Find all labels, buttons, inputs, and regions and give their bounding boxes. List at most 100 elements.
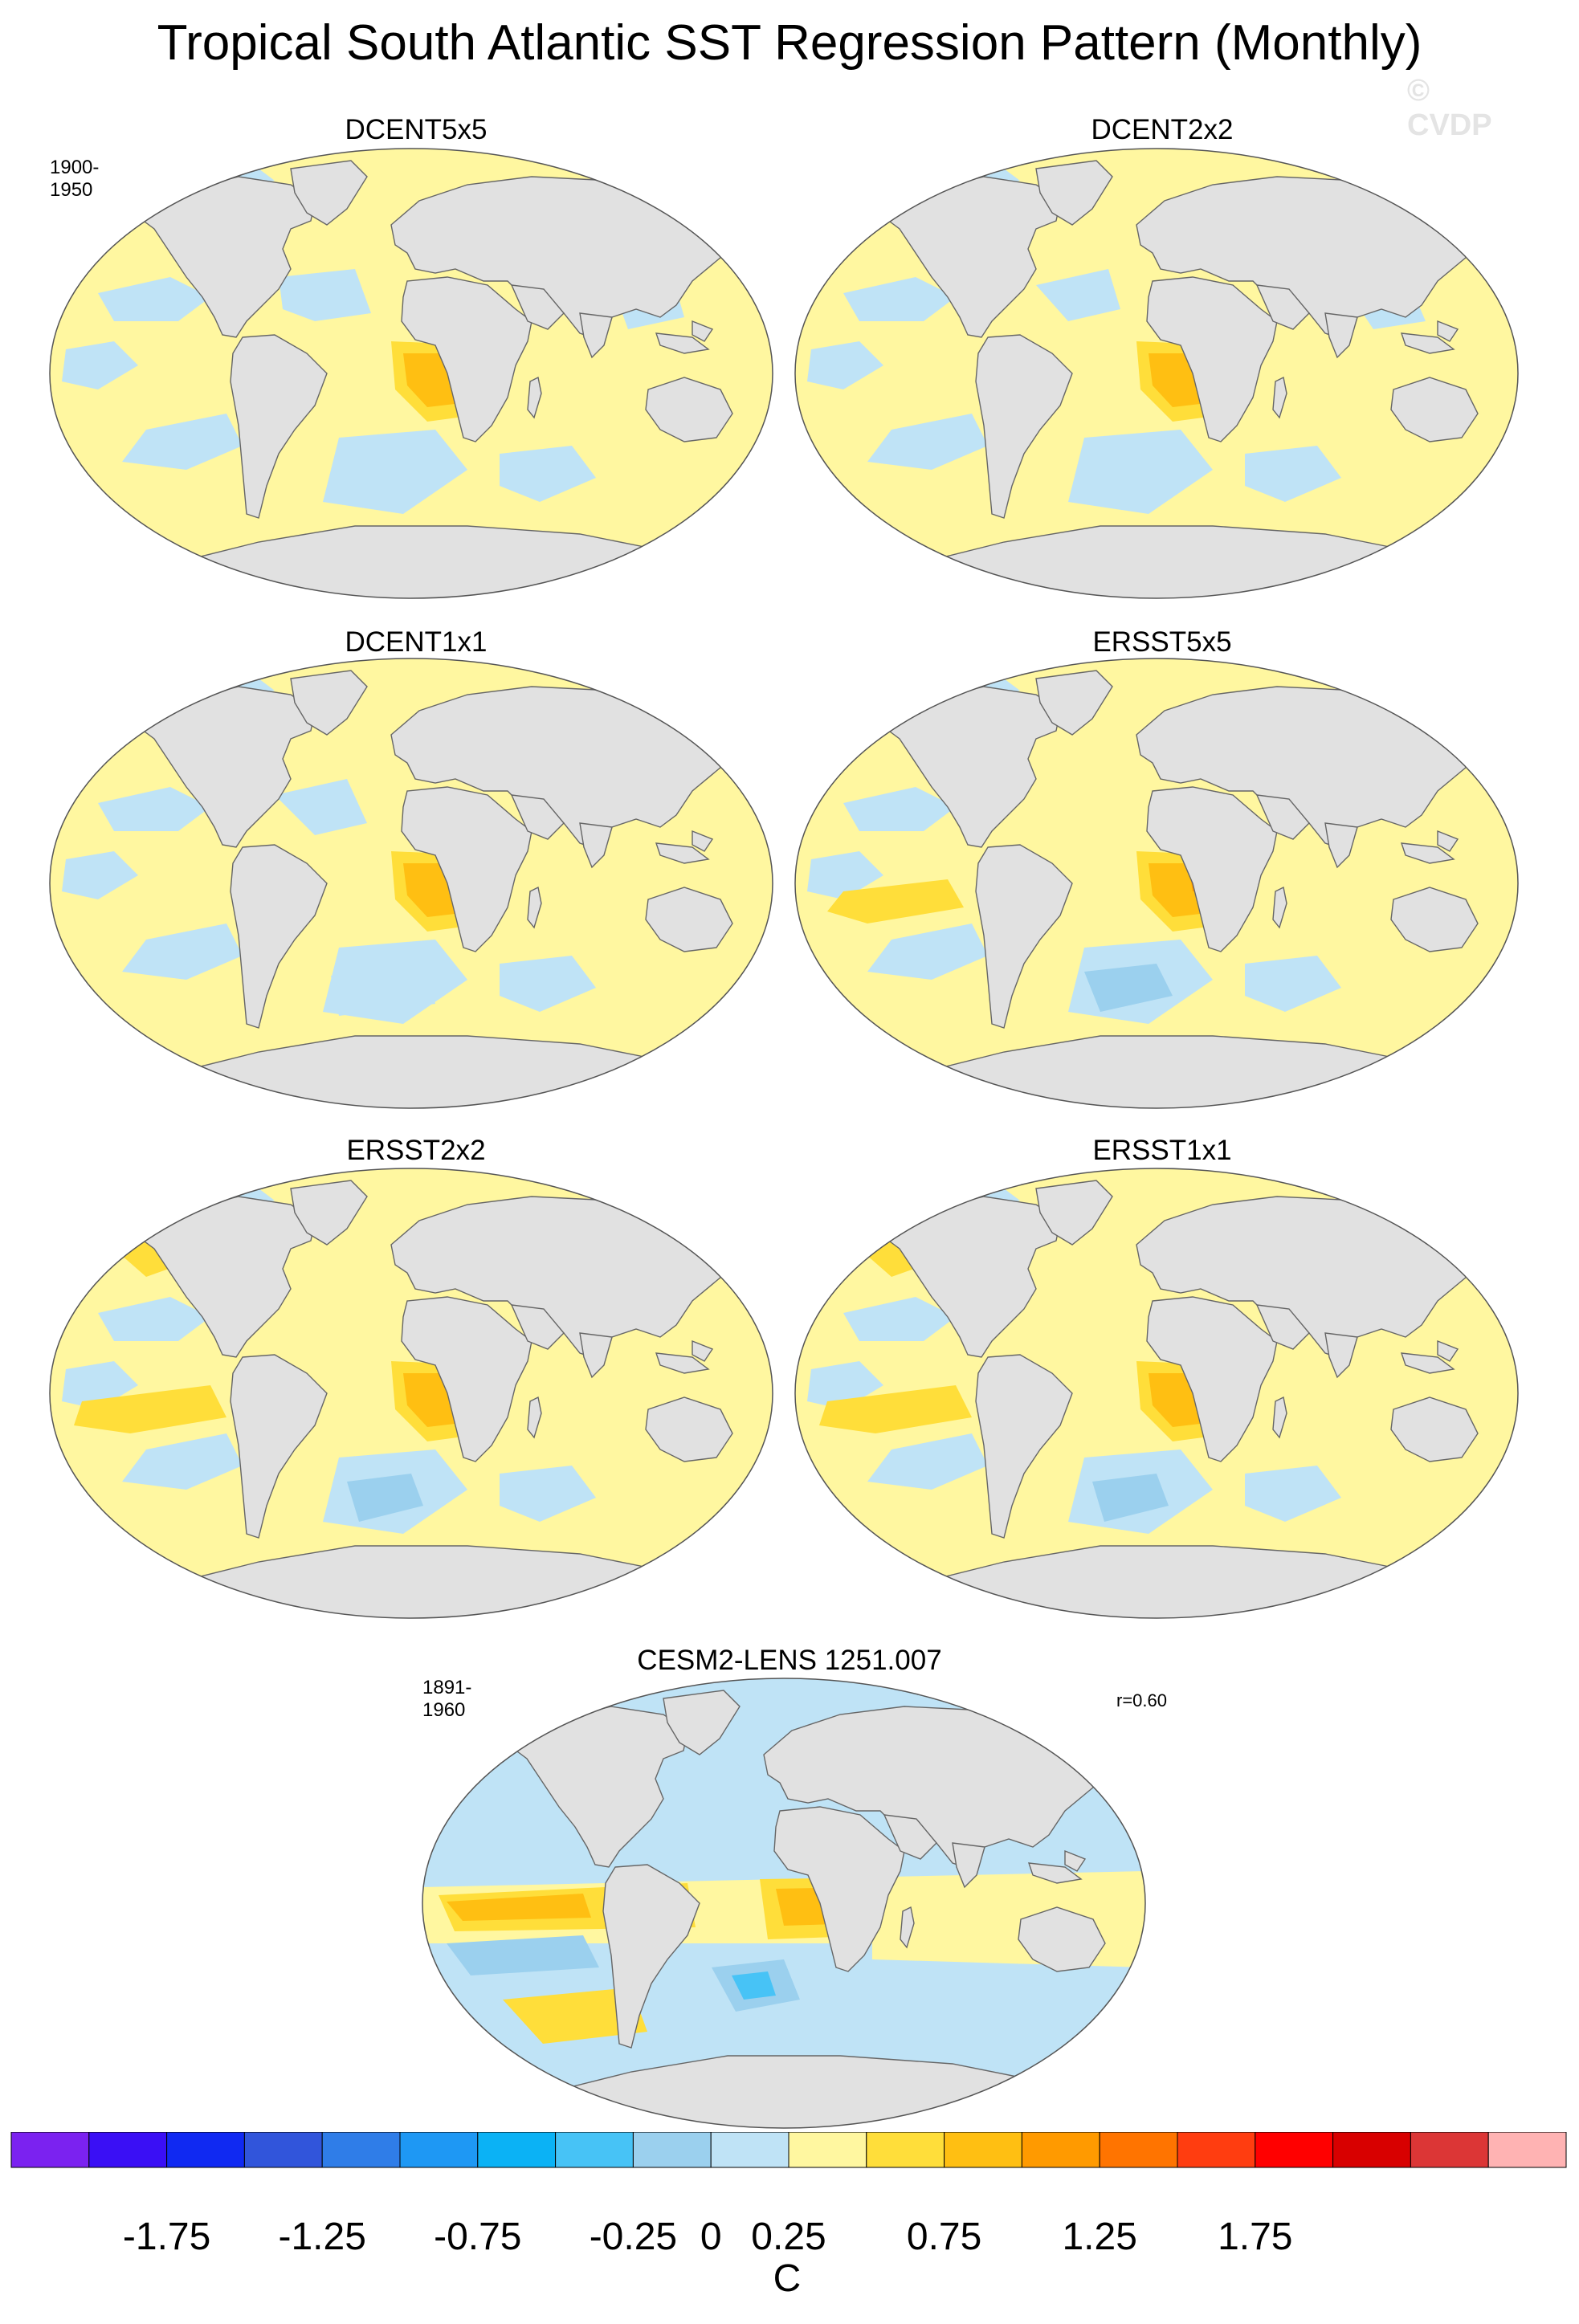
map-field bbox=[795, 1168, 1518, 1618]
anomaly-contour bbox=[275, 779, 367, 835]
map-panel-4 bbox=[49, 1168, 773, 1619]
panel-title-cesm2-lens: CESM2-LENS 1251.007 bbox=[637, 1645, 942, 1676]
anomaly-contour bbox=[279, 269, 371, 321]
anomaly-contour bbox=[867, 1433, 988, 1490]
period-label-model: 1891-1960 bbox=[422, 1677, 472, 1721]
anomaly-contour bbox=[331, 968, 435, 1016]
anomaly-contour bbox=[1068, 430, 1213, 514]
colorbar-segment bbox=[1487, 2132, 1567, 2168]
colorbar-segment bbox=[10, 2132, 90, 2168]
anomaly-contour bbox=[500, 956, 596, 1012]
colorbar-segment bbox=[1099, 2132, 1178, 2168]
map-field bbox=[795, 658, 1518, 1108]
anomaly-contour bbox=[74, 1385, 226, 1433]
colorbar-tick-label: 0 bbox=[700, 2216, 722, 2258]
anomaly-contour bbox=[827, 879, 964, 923]
anomaly-contour bbox=[807, 1361, 883, 1409]
colorbar-segment bbox=[632, 2132, 712, 2168]
anomaly-contour bbox=[323, 430, 467, 514]
panel-title-dcent2x2: DCENT2x2 bbox=[1091, 114, 1234, 145]
anomaly-contour bbox=[732, 1971, 776, 2000]
map-panel-3 bbox=[794, 658, 1519, 1109]
colorbar bbox=[10, 2132, 1567, 2168]
anomaly-contour bbox=[807, 341, 883, 389]
colorbar-segment bbox=[88, 2132, 168, 2168]
panel-title-ersst5x5: ERSST5x5 bbox=[1092, 626, 1232, 658]
anomaly-contour bbox=[867, 923, 988, 980]
colorbar-segment bbox=[866, 2132, 945, 2168]
colorbar-segment bbox=[710, 2132, 790, 2168]
colorbar-segment bbox=[1255, 2132, 1334, 2168]
colorbar-segment bbox=[788, 2132, 867, 2168]
colorbar-unit-label: C bbox=[773, 2257, 802, 2300]
map-field bbox=[795, 149, 1518, 598]
anomaly-contour bbox=[843, 277, 956, 321]
anomaly-contour bbox=[807, 851, 883, 899]
watermark-text: © CVDP bbox=[1407, 74, 1492, 142]
colorbar-tick-label: -0.75 bbox=[434, 2216, 522, 2258]
map-border bbox=[49, 148, 773, 599]
colorbar-tick-label: -0.25 bbox=[589, 2216, 678, 2258]
anomaly-contour bbox=[1084, 964, 1173, 1012]
anomaly-contour bbox=[347, 1474, 423, 1522]
map-border bbox=[794, 658, 1519, 1109]
anomaly-contour bbox=[98, 787, 210, 831]
colorbar-segment bbox=[1021, 2132, 1100, 2168]
map-panels bbox=[49, 148, 1519, 2129]
anomaly-contour bbox=[122, 923, 243, 980]
map-border bbox=[49, 1168, 773, 1619]
panel-title-dcent1x1: DCENT1x1 bbox=[345, 626, 488, 658]
colorbar-segment bbox=[555, 2132, 634, 2168]
anomaly-contour bbox=[98, 1297, 210, 1341]
colorbar-segment bbox=[1332, 2132, 1411, 2168]
map-panel-5 bbox=[794, 1168, 1519, 1619]
colorbar-segment bbox=[477, 2132, 557, 2168]
anomaly-contour bbox=[500, 446, 596, 502]
anomaly-contour bbox=[62, 1361, 138, 1409]
colorbar-tick-label: -1.25 bbox=[278, 2216, 366, 2258]
anomaly-contour bbox=[503, 1988, 647, 2044]
map-field bbox=[50, 658, 773, 1108]
anomaly-contour bbox=[843, 1297, 956, 1341]
anomaly-contour bbox=[867, 414, 988, 470]
colorbar-segment bbox=[321, 2132, 401, 2168]
map-border bbox=[49, 658, 773, 1109]
colorbar-tick-label: 1.25 bbox=[1062, 2216, 1137, 2258]
pattern-correlation-label: r=0.60 bbox=[1116, 1690, 1167, 1710]
anomaly-contour bbox=[447, 1894, 591, 1921]
anomaly-contour bbox=[1092, 1474, 1169, 1522]
anomaly-contour bbox=[1036, 269, 1120, 321]
map-panel-1 bbox=[794, 148, 1519, 599]
anomaly-contour bbox=[122, 1433, 243, 1490]
anomaly-contour bbox=[447, 1935, 599, 1975]
map-panel-0 bbox=[49, 148, 773, 599]
colorbar-segment bbox=[166, 2132, 245, 2168]
anomaly-contour bbox=[1245, 956, 1341, 1012]
colorbar-segment bbox=[1177, 2132, 1256, 2168]
anomaly-contour bbox=[62, 341, 138, 389]
colorbar-tick-label: 0.75 bbox=[906, 2216, 982, 2258]
anomaly-contour bbox=[1245, 1466, 1341, 1522]
anomaly-contour bbox=[1245, 446, 1341, 502]
map-field bbox=[50, 149, 773, 598]
map-border bbox=[422, 1678, 1146, 2129]
anomaly-contour bbox=[500, 1466, 596, 1522]
colorbar-segment bbox=[399, 2132, 479, 2168]
colorbar-tick-label: 0.25 bbox=[751, 2216, 826, 2258]
colorbar-segment bbox=[944, 2132, 1022, 2168]
anomaly-contour bbox=[98, 277, 210, 321]
anomaly-contour bbox=[62, 851, 138, 899]
map-field bbox=[50, 1168, 773, 1618]
panel-title-dcent5x5: DCENT5x5 bbox=[345, 114, 488, 145]
map-border bbox=[794, 1168, 1519, 1619]
colorbar-tick-label: 1.75 bbox=[1218, 2216, 1293, 2258]
colorbar-tick-label: -1.75 bbox=[122, 2216, 211, 2258]
map-border bbox=[794, 148, 1519, 599]
map-field bbox=[422, 1678, 1145, 2128]
panel-title-ersst2x2: ERSST2x2 bbox=[346, 1135, 486, 1166]
map-panel-2 bbox=[49, 658, 773, 1109]
panel-title-ersst1x1: ERSST1x1 bbox=[1092, 1135, 1232, 1166]
colorbar-segment bbox=[1410, 2132, 1489, 2168]
map-panel-6 bbox=[422, 1678, 1146, 2129]
colorbar-segment bbox=[243, 2132, 323, 2168]
